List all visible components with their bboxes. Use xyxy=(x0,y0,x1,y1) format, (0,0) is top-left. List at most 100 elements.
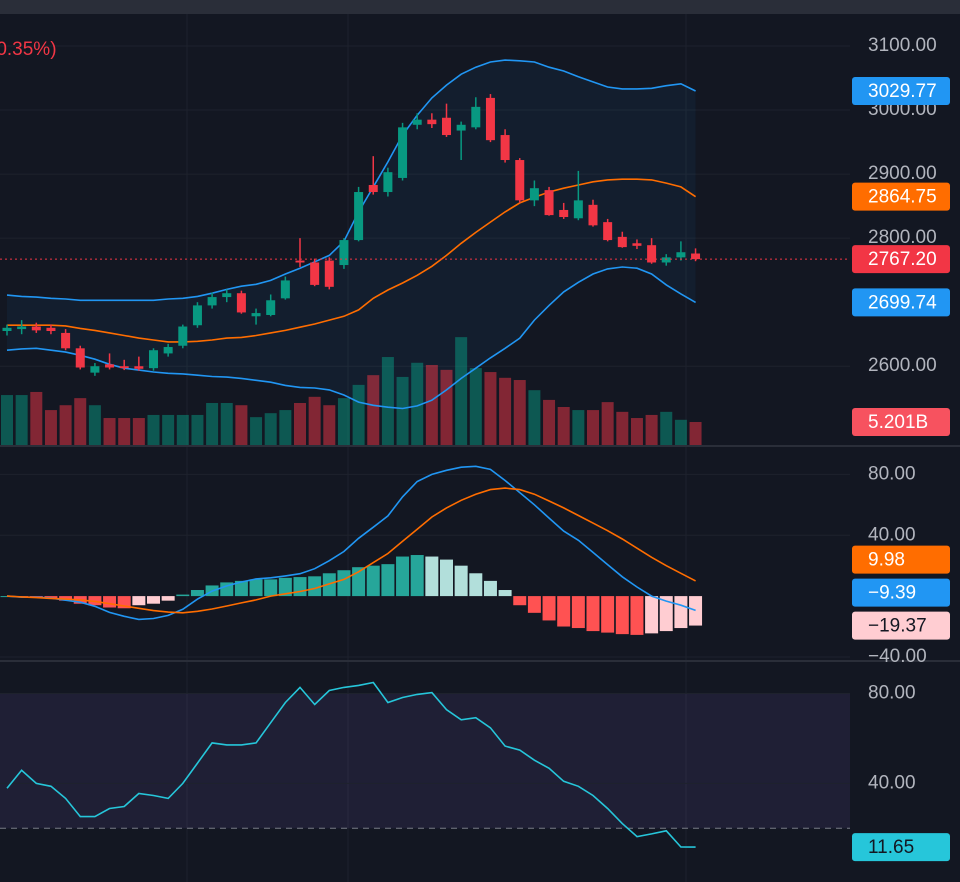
y-tick-label: 2900.00 xyxy=(868,163,937,184)
price-label: 2864.75 xyxy=(868,187,937,208)
histogram-bar xyxy=(645,596,659,634)
indicator-line xyxy=(6,487,696,614)
volume-bar xyxy=(220,403,233,445)
price-label: 9.98 xyxy=(868,550,905,571)
histogram-bar xyxy=(425,556,439,597)
volume-bar xyxy=(30,391,43,445)
y-tick-label: 80.00 xyxy=(868,682,916,703)
price-label-box xyxy=(852,545,950,574)
price-label-box xyxy=(852,833,950,862)
price-label-box xyxy=(852,76,950,105)
histogram-bar xyxy=(278,577,292,597)
histogram-bar xyxy=(498,590,512,597)
volume-bar xyxy=(645,414,658,445)
candle-body xyxy=(75,348,85,368)
candle-body xyxy=(105,364,115,368)
histogram-bar xyxy=(527,596,541,613)
y-tick-label: −40.00 xyxy=(868,646,927,667)
volume-bar xyxy=(352,384,365,445)
time-grid xyxy=(186,14,687,882)
volume-bar xyxy=(147,414,160,445)
candle-body xyxy=(559,209,569,218)
candle-body xyxy=(222,293,232,298)
volume-bar xyxy=(689,422,702,445)
histogram-bar xyxy=(571,596,585,629)
price-label-box xyxy=(852,245,950,274)
y-tick-label: 3100.00 xyxy=(868,35,937,56)
candle-body xyxy=(603,222,613,241)
volume-bar xyxy=(587,410,599,445)
histogram-bar xyxy=(176,594,190,597)
candle-body xyxy=(119,366,129,369)
candle-body xyxy=(236,293,246,313)
volume-bar xyxy=(132,418,145,445)
candle-body xyxy=(163,347,173,354)
volume-bar xyxy=(499,377,512,445)
histogram-bar xyxy=(249,579,263,597)
histogram-bar xyxy=(601,596,615,633)
histogram-bar xyxy=(410,555,424,597)
volume-bar xyxy=(425,364,438,445)
price-label-box xyxy=(852,182,950,211)
histogram-bar xyxy=(630,596,644,635)
candle-body xyxy=(149,350,158,369)
candle-body xyxy=(31,326,41,331)
candle-body xyxy=(412,119,422,125)
volume-bar xyxy=(279,410,292,445)
histogram-bar xyxy=(366,565,380,597)
histogram-bar xyxy=(161,596,175,601)
histogram-bar xyxy=(513,596,527,606)
price-label-box xyxy=(852,288,950,317)
histogram-bar xyxy=(440,559,453,597)
price-label: −9.39 xyxy=(868,583,916,604)
volume-bar xyxy=(660,411,673,445)
price-label: −19.37 xyxy=(868,616,927,637)
candle-body xyxy=(676,252,686,258)
volume-bar xyxy=(469,368,482,445)
candle-body xyxy=(17,326,27,330)
volume-bar xyxy=(396,376,409,445)
candle-body xyxy=(588,204,598,226)
histogram-bar xyxy=(337,570,351,597)
price-label: 2699.74 xyxy=(868,292,937,313)
volume-bar xyxy=(440,369,453,445)
candle-body xyxy=(324,260,334,287)
volume-bar xyxy=(572,410,585,445)
candle-body xyxy=(280,280,290,299)
volume-bar xyxy=(264,413,277,445)
volume-bar xyxy=(616,411,629,445)
candle-body xyxy=(295,260,305,263)
candle-body xyxy=(471,106,481,128)
y-tick-label: 40.00 xyxy=(868,524,916,545)
volume-bar xyxy=(367,375,380,445)
histogram-bar xyxy=(44,596,58,599)
candle-body xyxy=(442,117,451,136)
histogram-bar xyxy=(308,576,322,597)
price-label-box xyxy=(852,578,950,607)
candle-body xyxy=(647,245,657,263)
candle-body xyxy=(178,326,188,346)
candle-body xyxy=(354,192,364,241)
change-annotation: (0.35%) xyxy=(0,39,57,60)
price-label-box xyxy=(852,408,950,437)
price-label: 5.201B xyxy=(868,412,928,433)
volume-bar xyxy=(250,417,263,445)
histogram-bar xyxy=(454,565,468,597)
volume-bar xyxy=(15,395,28,445)
histogram-bar xyxy=(689,596,703,626)
histogram-bar xyxy=(586,596,600,632)
candle-body xyxy=(383,172,393,193)
y-tick-label: 2600.00 xyxy=(868,355,937,376)
candle-body xyxy=(661,257,671,263)
candle-body xyxy=(529,188,539,201)
y-tick-label: 40.00 xyxy=(868,772,916,793)
volume-bar xyxy=(337,398,350,445)
candle-body xyxy=(207,297,217,306)
histogram-bar xyxy=(659,596,673,632)
volume-bar xyxy=(308,396,321,445)
y-tick-label: 2800.00 xyxy=(868,227,937,248)
volume-bar xyxy=(118,418,131,445)
candle-body xyxy=(573,200,583,219)
histogram-bar xyxy=(352,567,366,597)
indicator-line xyxy=(6,681,696,848)
